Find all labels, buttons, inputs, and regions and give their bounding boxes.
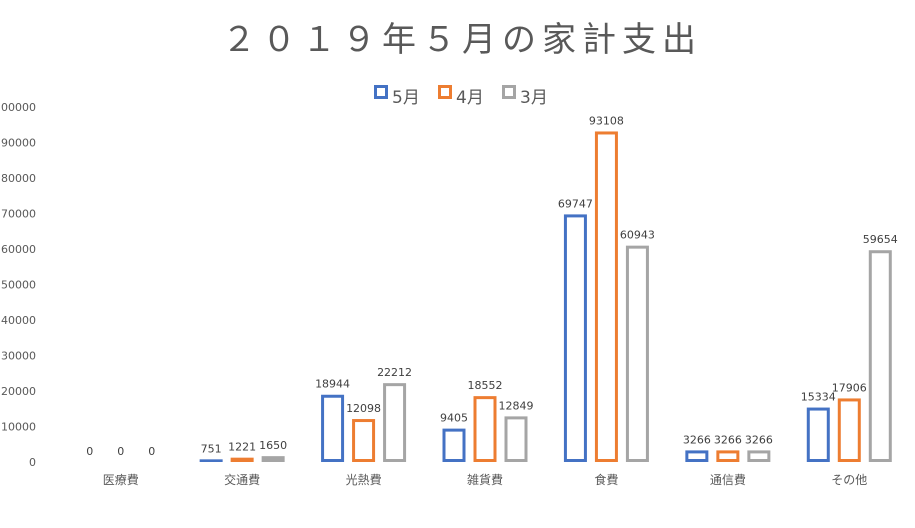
data-label: 18944 xyxy=(315,378,350,391)
data-label: 15334 xyxy=(801,391,836,404)
data-label: 12849 xyxy=(499,399,534,412)
data-label: 60943 xyxy=(620,229,655,242)
x-tick-label: 食費 xyxy=(594,472,618,487)
bar xyxy=(504,416,528,462)
data-label: 59654 xyxy=(863,233,898,246)
data-label: 22212 xyxy=(377,366,412,379)
x-tick-label: その他 xyxy=(831,473,867,487)
y-tick-label: 90000 xyxy=(1,137,36,150)
data-label: 93108 xyxy=(589,114,624,127)
data-label: 1221 xyxy=(228,441,256,454)
x-tick-label: 医療費 xyxy=(103,472,139,487)
x-axis: 医療費 交通費 光熱費 雑貨費 食費 通信費 その他 xyxy=(103,472,868,487)
data-label: 69747 xyxy=(558,197,593,210)
bar xyxy=(837,398,861,462)
data-labels: 0 0 0 751 1221 1650 18944 12098 22212 9405 18552 12… xyxy=(86,114,898,458)
bar xyxy=(563,214,587,462)
legend-label: 5月 xyxy=(392,88,420,108)
data-label: 3266 xyxy=(714,433,742,446)
bar xyxy=(230,457,254,462)
x-tick-label: 交通費 xyxy=(224,472,260,487)
legend-label: 3月 xyxy=(520,88,548,108)
bar xyxy=(594,131,618,462)
y-tick-label: 30000 xyxy=(1,350,36,363)
data-label: 1650 xyxy=(259,439,287,452)
bar xyxy=(442,428,466,462)
y-tick-label: 80000 xyxy=(1,172,36,185)
legend: 5月 4月 3月 xyxy=(374,85,548,108)
legend-swatch xyxy=(502,85,516,99)
bar xyxy=(352,419,376,462)
y-tick-label: 60000 xyxy=(1,243,36,256)
bars xyxy=(199,131,892,463)
y-axis: 0 10000 20000 30000 40000 50000 60000 70000 8000… xyxy=(0,101,36,469)
legend-swatch xyxy=(374,85,388,99)
bar xyxy=(321,394,345,463)
data-label: 18552 xyxy=(468,379,503,392)
data-label: 0 xyxy=(117,445,124,458)
x-tick-label: 雑貨費 xyxy=(467,472,503,487)
y-tick-label: 50000 xyxy=(1,279,36,292)
y-tick-label: 20000 xyxy=(1,385,36,398)
y-tick-label: 100000 xyxy=(0,101,36,114)
y-tick-label: 40000 xyxy=(1,314,36,327)
y-tick-label: 10000 xyxy=(1,421,36,434)
bar xyxy=(868,250,892,462)
legend-swatch xyxy=(438,85,452,99)
data-label: 9405 xyxy=(440,412,468,425)
bar xyxy=(473,396,497,463)
data-label: 751 xyxy=(201,442,222,455)
x-tick-label: 光熱費 xyxy=(346,472,382,487)
bar xyxy=(261,456,285,462)
bar xyxy=(383,383,407,462)
bar xyxy=(199,459,223,462)
bar xyxy=(685,450,709,463)
y-tick-label: 0 xyxy=(29,456,36,469)
chart-title: ２０１９年５月の家計支出 xyxy=(222,20,702,60)
bar xyxy=(716,450,740,463)
data-label: 12098 xyxy=(346,402,381,415)
bar xyxy=(625,245,649,462)
bar xyxy=(806,407,830,462)
data-label: 3266 xyxy=(683,433,711,446)
y-tick-label: 70000 xyxy=(1,208,36,221)
x-tick-label: 通信費 xyxy=(710,472,746,487)
data-label: 3266 xyxy=(745,433,773,446)
data-label: 17906 xyxy=(832,381,867,394)
bar xyxy=(747,450,771,463)
legend-label: 4月 xyxy=(456,88,484,108)
data-label: 0 xyxy=(148,445,155,458)
data-label: 0 xyxy=(86,445,93,458)
